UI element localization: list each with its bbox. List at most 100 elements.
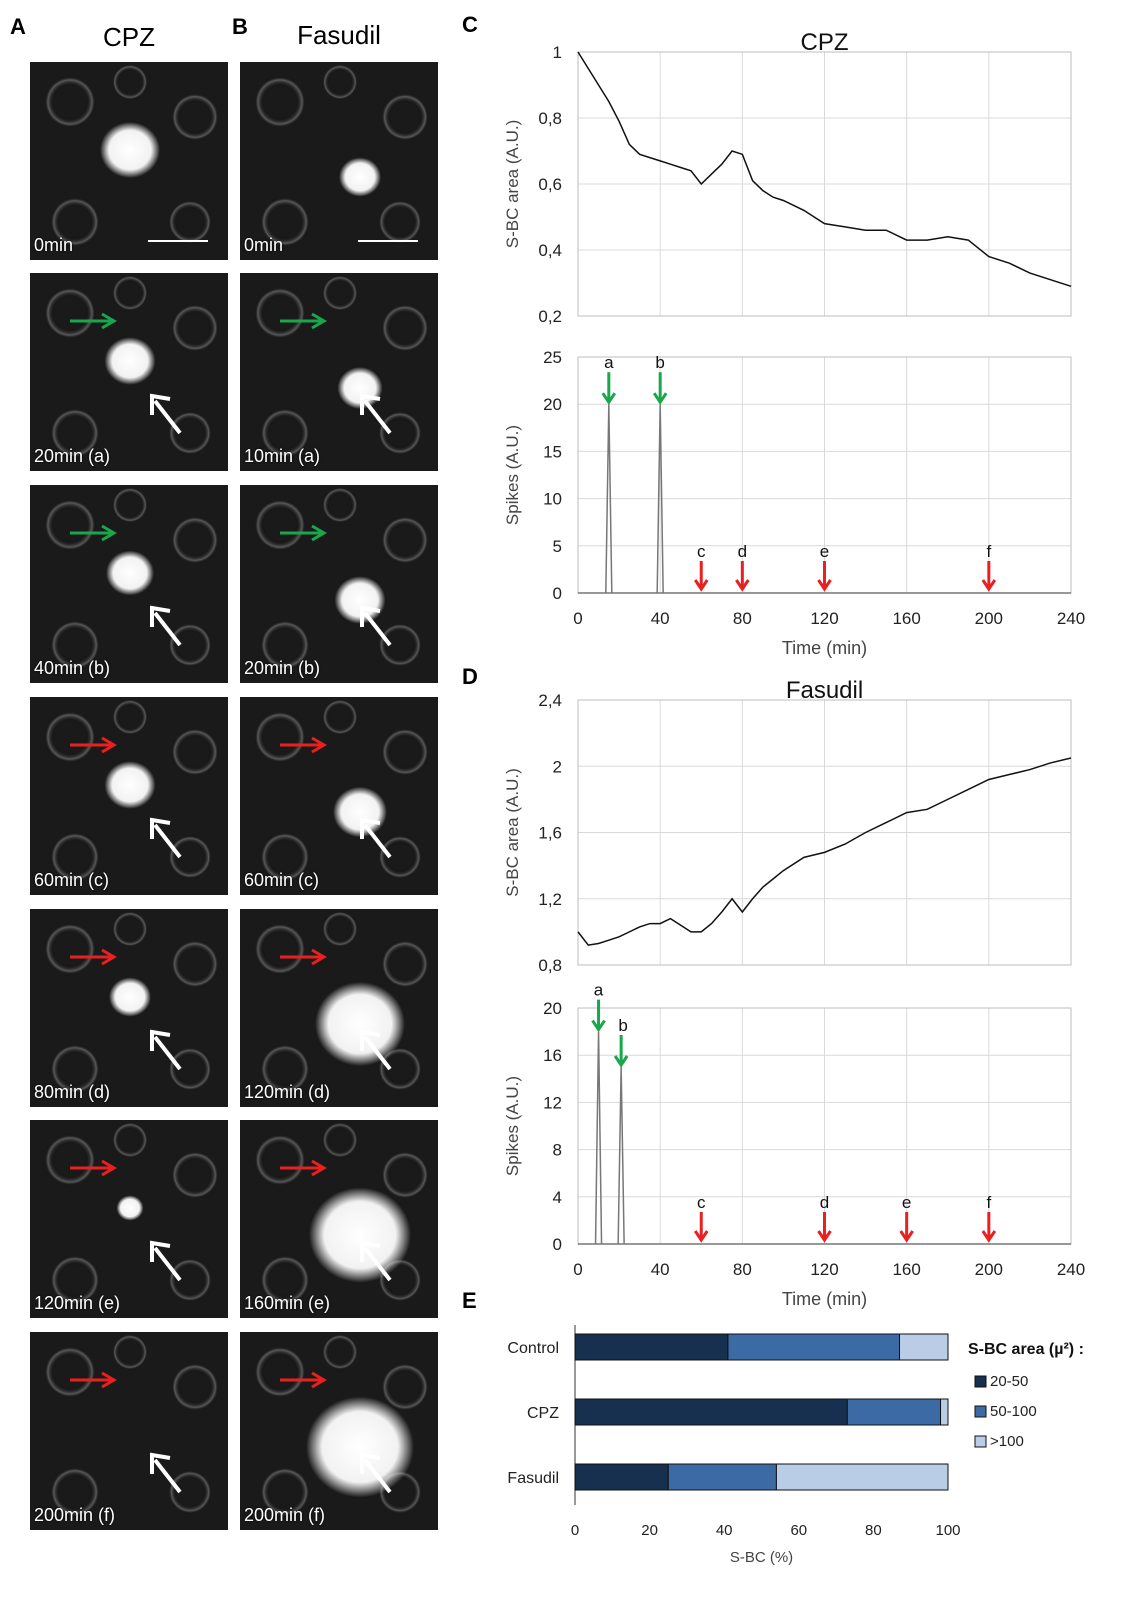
event-label: a [604, 353, 614, 372]
x-tick-label: 240 [1057, 1260, 1085, 1279]
timepoint-label: 120min (d) [244, 1082, 331, 1102]
event-arrow-head [981, 579, 997, 592]
column-title-fasudil: Fasudil [297, 20, 381, 50]
panel-label-a: A [10, 14, 26, 39]
y-tick-label: 0,6 [538, 175, 562, 194]
bar-segment-100 [899, 1333, 949, 1361]
y-axis-label: Spikes (A.U.) [503, 1076, 522, 1176]
y-tick-label: 15 [543, 442, 562, 461]
micrograph-cpz-1: 20min (a) [30, 273, 228, 471]
micrograph-cpz-5: 120min (e) [30, 1120, 228, 1318]
event-arrow-head [652, 392, 668, 405]
green-arrow-icon [280, 524, 327, 542]
y-axis-label: S-BC area (A.U.) [503, 768, 522, 896]
event-arrow-head [817, 579, 832, 592]
event-label: f [986, 542, 991, 561]
white-arrow-icon [360, 1452, 392, 1494]
legend-label: 50-100 [990, 1403, 1037, 1420]
event-label: b [655, 353, 664, 372]
canaliculus-blob [315, 982, 405, 1066]
y-tick-label: 0,8 [538, 956, 562, 975]
timepoint-label: 60min (c) [244, 870, 320, 890]
x-tick-label: 0 [573, 609, 582, 628]
white-arrow-icon [360, 1029, 392, 1071]
x-tick-label: 80 [733, 1260, 752, 1279]
event-label: c [697, 542, 706, 561]
x-tick-label: 80 [865, 1522, 882, 1539]
y-tick-label: 2 [553, 757, 562, 776]
micrograph-fasudil-4: 120min (d) [240, 909, 438, 1107]
canaliculus-blob [116, 1195, 144, 1221]
timepoint-label: 0min [244, 235, 284, 255]
bar-segment-50100 [727, 1333, 901, 1361]
series-line [577, 757, 1072, 946]
spike-mark [594, 1031, 603, 1245]
white-arrow-icon [360, 1240, 392, 1282]
micrograph-fasudil-1: 10min (a) [240, 273, 438, 471]
x-tick-label: 240 [1057, 609, 1085, 628]
chart-title: CPZ [801, 29, 849, 56]
timepoint-label: 120min (e) [34, 1293, 121, 1313]
timepoint-label: 80min (d) [34, 1082, 111, 1102]
event-arrow-head [817, 1230, 832, 1243]
x-tick-label: 40 [651, 609, 670, 628]
event-arrow-head [601, 392, 617, 405]
y-tick-label: 8 [553, 1141, 562, 1160]
white-arrow-icon [150, 1029, 182, 1071]
x-axis-label: S-BC (%) [730, 1549, 793, 1566]
event-arrow-head [613, 1055, 629, 1068]
timepoint-label: 200min (f) [34, 1505, 116, 1525]
event-arrow-head [694, 1230, 709, 1243]
y-tick-label: 1 [553, 43, 562, 62]
canaliculus-blob [339, 157, 381, 197]
x-tick-label: 120 [810, 1260, 838, 1279]
category-label: CPZ [527, 1405, 559, 1422]
timepoint-label: 20min (a) [34, 446, 111, 466]
y-tick-label: 10 [543, 490, 562, 509]
bar-segment-2050 [574, 1463, 669, 1491]
timepoint-label: 60min (c) [34, 870, 110, 890]
white-arrow-icon [150, 1452, 182, 1494]
event-label: f [986, 1193, 991, 1212]
red-arrow-icon [70, 1159, 117, 1177]
legend-swatch [974, 1375, 987, 1388]
x-tick-label: 120 [810, 609, 838, 628]
micrograph-cpz-3: 60min (c) [30, 697, 228, 895]
y-tick-label: 1,6 [538, 824, 562, 843]
canaliculus-blob [100, 122, 160, 178]
micrograph-cpz-0: 0min [30, 62, 228, 260]
red-arrow-icon [280, 1159, 327, 1177]
white-arrow-icon [150, 817, 182, 859]
y-tick-label: 12 [543, 1093, 562, 1112]
bar-segment-100 [775, 1463, 949, 1491]
canaliculus-blob [333, 786, 387, 838]
event-label: c [697, 1193, 706, 1212]
red-arrow-icon [70, 948, 117, 966]
y-tick-label: 4 [553, 1188, 562, 1207]
white-arrow-icon [360, 817, 392, 859]
y-tick-label: 1,2 [538, 890, 562, 909]
event-arrow-head [591, 1019, 606, 1033]
event-label: e [902, 1193, 911, 1212]
event-arrow-head [735, 579, 750, 592]
event-arrow-head [694, 579, 709, 592]
y-tick-label: 5 [553, 537, 562, 556]
micrograph-cpz-4: 80min (d) [30, 909, 228, 1107]
white-arrow-icon [360, 393, 392, 435]
green-arrow-icon [280, 312, 327, 330]
micrograph-cpz-2: 40min (b) [30, 485, 228, 683]
x-tick-label: 100 [935, 1522, 960, 1539]
micrograph-fasudil-2: 20min (b) [240, 485, 438, 683]
x-tick-label: 40 [716, 1522, 733, 1539]
bar-segment-50100 [667, 1463, 777, 1491]
legend-swatch [974, 1405, 987, 1418]
micrograph-fasudil-5: 160min (e) [240, 1120, 438, 1318]
category-label: Fasudil [507, 1470, 559, 1487]
event-arrow-head [899, 1230, 914, 1243]
timepoint-label: 10min (a) [244, 446, 321, 466]
x-tick-label: 40 [651, 1260, 670, 1279]
column-title-cpz: CPZ [103, 22, 155, 52]
x-tick-label: 80 [733, 609, 752, 628]
y-axis-label: Spikes (A.U.) [503, 425, 522, 525]
